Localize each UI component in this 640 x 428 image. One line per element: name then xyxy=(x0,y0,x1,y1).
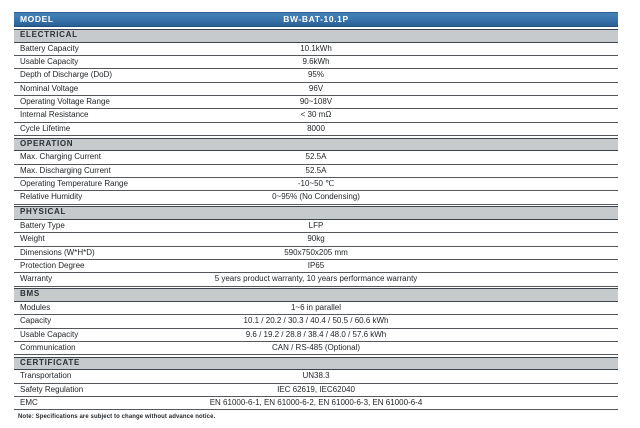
table-row: Cycle Lifetime 8000 xyxy=(14,123,618,137)
row-label: Nominal Voltage xyxy=(20,83,79,93)
model-header-row: MODEL BW-BAT-10.1P xyxy=(14,12,618,27)
row-value: EN 61000-6-1, EN 61000-6-2, EN 61000-6-3… xyxy=(209,398,423,408)
table-row: Weight 90kg xyxy=(14,233,618,247)
row-value: 90kg xyxy=(307,234,325,244)
section-header-row: ELECTRICAL xyxy=(14,29,618,43)
row-label: Capacity xyxy=(20,316,52,326)
section-header-row: BMS xyxy=(14,288,618,302)
row-label: Internal Resistance xyxy=(20,110,89,120)
row-value: 52.5A xyxy=(305,165,327,175)
table-row: Battery Capacity 10.1kWh xyxy=(14,43,618,56)
section-header-row: CERTIFICATE xyxy=(14,356,618,371)
row-value: CAN / RS-485 (Optional) xyxy=(271,342,361,352)
model-header-label: MODEL xyxy=(20,14,54,24)
row-value: 10.1kWh xyxy=(300,43,332,53)
row-value: UN38.3 xyxy=(302,371,330,381)
row-label: Depth of Discharge (DoD) xyxy=(20,70,113,80)
table-row: Depth of Discharge (DoD) 95% xyxy=(14,69,618,83)
row-label: EMC xyxy=(20,398,38,408)
section-title: CERTIFICATE xyxy=(20,357,80,367)
table-row: EMC EN 61000-6-1, EN 61000-6-2, EN 61000-… xyxy=(14,397,618,411)
table-row: Operating Voltage Range 90~108V xyxy=(14,96,618,110)
row-value: 90~108V xyxy=(299,97,333,107)
table-row: Protection Degree IP65 xyxy=(14,260,618,274)
row-value: IP65 xyxy=(307,260,325,270)
table-row: Transportation UN38.3 xyxy=(14,370,618,384)
table-row: Nominal Voltage 96V xyxy=(14,83,618,97)
row-label: Max. Discharging Current xyxy=(20,165,111,175)
row-label: Max. Charging Current xyxy=(20,152,101,162)
row-label: Operating Voltage Range xyxy=(20,97,110,107)
section-title: BMS xyxy=(20,289,40,299)
table-row: Usable Capacity 9.6kWh xyxy=(14,56,618,70)
section-title: OPERATION xyxy=(20,138,74,148)
model-header-value: BW-BAT-10.1P xyxy=(283,14,349,24)
spec-rows: ELECTRICAL Battery Capacity 10.1kWh Usable … xyxy=(14,29,618,411)
row-label: Modules xyxy=(20,302,51,312)
table-row: Max. Discharging Current 52.5A xyxy=(14,165,618,179)
table-row: Warranty 5 years product warranty, 10 yea… xyxy=(14,273,618,287)
table-row: Modules 1~6 in parallel xyxy=(14,302,618,316)
table-row: Internal Resistance < 30 mΩ xyxy=(14,109,618,123)
row-label: Cycle Lifetime xyxy=(20,123,71,133)
section-title: PHYSICAL xyxy=(20,207,67,217)
table-row: Usable Capacity 9.6 / 19.2 / 28.8 / 38.4 … xyxy=(14,329,618,342)
row-value: 96V xyxy=(308,83,324,93)
row-label: Weight xyxy=(20,234,45,244)
row-value: 9.6 / 19.2 / 28.8 / 38.4 / 48.0 / 57.6 k… xyxy=(245,329,387,339)
table-row: Battery Type LFP xyxy=(14,220,618,234)
row-value: 1~6 in parallel xyxy=(290,302,342,312)
section-title: ELECTRICAL xyxy=(20,30,78,39)
row-label: Battery Type xyxy=(20,220,65,230)
row-label: Protection Degree xyxy=(20,260,85,270)
row-label: Transportation xyxy=(20,371,72,381)
row-value: 590x750x205 mm xyxy=(284,247,348,257)
row-label: Usable Capacity xyxy=(20,329,79,339)
row-value: 52.5A xyxy=(305,152,327,162)
table-row: Capacity 10.1 / 20.2 / 30.3 / 40.4 / 50.5… xyxy=(14,315,618,329)
table-row: Relative Humidity 0~95% (No Condensing) xyxy=(14,191,618,205)
row-label: Warranty xyxy=(20,274,53,284)
row-label: Battery Capacity xyxy=(20,43,79,53)
row-value: 8000 xyxy=(307,123,325,133)
row-label: Relative Humidity xyxy=(20,192,83,202)
row-label: Usable Capacity xyxy=(20,56,79,66)
row-label: Operating Temperature Range xyxy=(20,179,128,189)
row-value: -10~50 ℃ xyxy=(297,179,335,189)
row-label: Communication xyxy=(20,342,76,352)
row-value: 95% xyxy=(307,70,324,80)
table-row: Operating Temperature Range -10~50 ℃ xyxy=(14,178,618,192)
footnote: Note: Specifications are subject to chan… xyxy=(18,414,216,420)
row-value: LFP xyxy=(308,220,324,230)
row-value: 5 years product warranty, 10 years perfo… xyxy=(214,274,418,284)
table-row: Communication CAN / RS-485 (Optional) xyxy=(14,342,618,356)
section-header-row: PHYSICAL xyxy=(14,206,618,220)
spec-table: MODEL BW-BAT-10.1P ELECTRICAL Battery Cap… xyxy=(14,12,618,411)
row-label: Dimensions (W*H*D) xyxy=(20,247,95,257)
table-row: Dimensions (W*H*D) 590x750x205 mm xyxy=(14,247,618,260)
table-row: Safety Regulation IEC 62619, IEC62040 xyxy=(14,384,618,398)
row-label: Safety Regulation xyxy=(20,384,84,394)
row-value: 9.6kWh xyxy=(302,56,330,66)
section-header-row: OPERATION xyxy=(14,137,618,152)
row-value: 0~95% (No Condensing) xyxy=(272,192,360,202)
row-value: 10.1 / 20.2 / 30.3 / 40.4 / 50.5 / 60.6 … xyxy=(243,316,389,326)
row-value: < 30 mΩ xyxy=(300,110,332,120)
row-value: IEC 62619, IEC62040 xyxy=(277,384,355,394)
table-row: Max. Charging Current 52.5A xyxy=(14,151,618,165)
